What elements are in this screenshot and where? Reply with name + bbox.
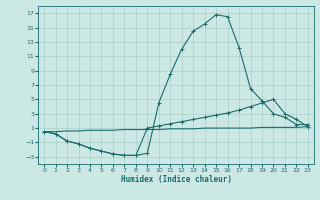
X-axis label: Humidex (Indice chaleur): Humidex (Indice chaleur) <box>121 175 231 184</box>
